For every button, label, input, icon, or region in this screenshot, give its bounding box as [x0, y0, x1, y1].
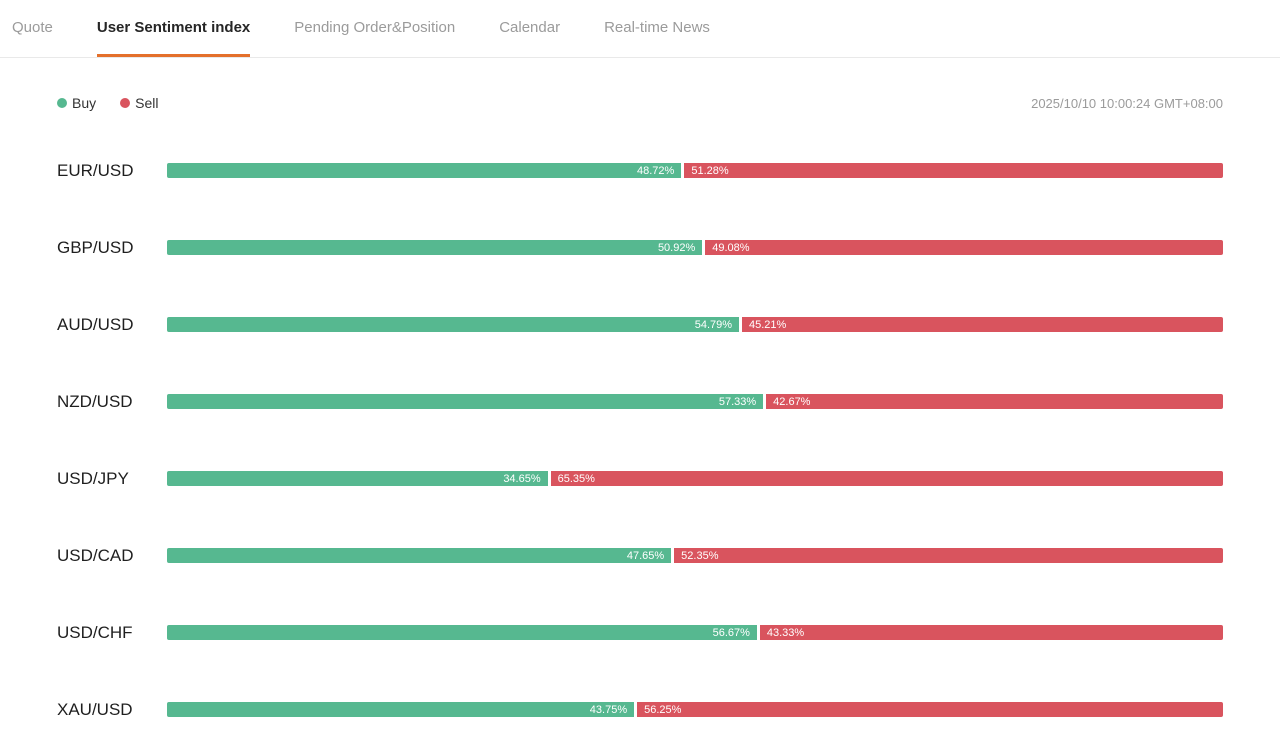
tab-user-sentiment-index[interactable]: User Sentiment index	[96, 0, 251, 57]
sell-dot-icon	[120, 98, 131, 108]
sentiment-bar: 54.79% 45.21%	[167, 317, 1223, 332]
tab-real-time-news[interactable]: Real-time News	[604, 18, 710, 36]
buy-percent-label: 50.92%	[657, 241, 696, 254]
sentiment-bar: 47.65% 52.35%	[167, 548, 1223, 563]
sentiment-bar: 56.67% 43.33%	[167, 625, 1223, 640]
legend-item-sell: Sell	[120, 95, 158, 111]
sell-percent-label: 65.35%	[557, 472, 595, 485]
sell-percent-label: 43.33%	[766, 626, 805, 639]
pair-label: USD/CHF	[57, 622, 133, 642]
buy-bar-segment: 57.33%	[167, 394, 764, 409]
buy-bar-segment: 56.67%	[167, 625, 757, 640]
legend: Buy Sell	[57, 95, 158, 111]
sentiment-row: AUD/USD 54.79% 45.21%	[57, 286, 1223, 363]
sentiment-row: USD/JPY 34.65% 65.35%	[57, 440, 1223, 517]
buy-percent-label: 47.65%	[626, 549, 665, 562]
sell-bar-segment: 65.35%	[550, 471, 1223, 486]
sell-percent-label: 45.21%	[749, 318, 787, 331]
buy-bar-segment: 47.65%	[167, 548, 672, 563]
buy-bar-segment: 50.92%	[167, 240, 703, 255]
sentiment-row: USD/CAD 47.65% 52.35%	[57, 517, 1223, 594]
timestamp: 2025/10/10 10:00:24 GMT+08:00	[1031, 95, 1223, 111]
sentiment-rows: EUR/USD 48.72% 51.28% GBP/USD 50.92% 49.08% AU…	[57, 132, 1224, 740]
sell-bar-segment: 51.28%	[684, 163, 1223, 178]
pair-label: USD/CAD	[57, 545, 134, 565]
tab-quote[interactable]: Quote	[12, 18, 53, 36]
sell-percent-label: 42.67%	[773, 395, 811, 408]
buy-percent-label: 43.75%	[589, 703, 628, 716]
buy-percent-label: 57.33%	[718, 395, 757, 408]
sell-bar-segment: 56.25%	[637, 702, 1224, 717]
sentiment-row: GBP/USD 50.92% 49.08%	[57, 209, 1223, 286]
legend-buy-label: Buy	[72, 95, 97, 111]
sentiment-row: EUR/USD 48.72% 51.28%	[57, 132, 1223, 209]
sentiment-bar: 43.75% 56.25%	[167, 702, 1224, 717]
meta-row: Buy Sell 2025/10/10 10:00:24 GMT+08:00	[57, 94, 1223, 112]
sentiment-bar: 34.65% 65.35%	[167, 471, 1223, 486]
buy-bar-segment: 54.79%	[167, 317, 740, 332]
sell-percent-label: 49.08%	[712, 241, 750, 254]
tab-bar: Quote User Sentiment index Pending Order…	[0, 0, 1280, 58]
pair-label: XAU/USD	[57, 699, 133, 719]
tab-pending-order-position[interactable]: Pending Order&Position	[294, 18, 456, 36]
buy-percent-label: 56.67%	[712, 626, 750, 639]
legend-sell-label: Sell	[135, 95, 159, 111]
sentiment-row: XAU/USD 43.75% 56.25%	[57, 671, 1224, 740]
buy-dot-icon	[57, 98, 67, 108]
sell-percent-label: 51.28%	[691, 164, 729, 177]
sentiment-panel: Buy Sell 2025/10/10 10:00:24 GMT+08:00 E…	[0, 94, 1280, 740]
sell-bar-segment: 42.67%	[766, 394, 1223, 409]
pair-label: USD/JPY	[57, 468, 129, 488]
sell-bar-segment: 49.08%	[705, 240, 1223, 255]
buy-bar-segment: 43.75%	[167, 702, 635, 717]
sell-bar-segment: 45.21%	[742, 317, 1223, 332]
buy-bar-segment: 48.72%	[167, 163, 682, 178]
sell-bar-segment: 43.33%	[759, 625, 1223, 640]
buy-bar-segment: 34.65%	[167, 471, 548, 486]
sentiment-row: NZD/USD 57.33% 42.67%	[57, 363, 1223, 440]
legend-item-buy: Buy	[57, 95, 96, 111]
sell-percent-label: 56.25%	[644, 703, 682, 716]
sentiment-row: USD/CHF 56.67% 43.33%	[57, 594, 1223, 671]
buy-percent-label: 48.72%	[637, 164, 675, 177]
sell-bar-segment: 52.35%	[674, 548, 1223, 563]
pair-label: EUR/USD	[57, 160, 134, 180]
pair-label: NZD/USD	[57, 391, 133, 411]
pair-label: AUD/USD	[57, 314, 134, 334]
pair-label: GBP/USD	[57, 237, 134, 257]
buy-percent-label: 34.65%	[503, 472, 541, 485]
sentiment-bar: 48.72% 51.28%	[167, 163, 1223, 178]
sell-percent-label: 52.35%	[681, 549, 719, 562]
tab-calendar[interactable]: Calendar	[499, 18, 561, 36]
buy-percent-label: 54.79%	[694, 318, 733, 331]
sentiment-bar: 57.33% 42.67%	[167, 394, 1223, 409]
sentiment-bar: 50.92% 49.08%	[167, 240, 1223, 255]
